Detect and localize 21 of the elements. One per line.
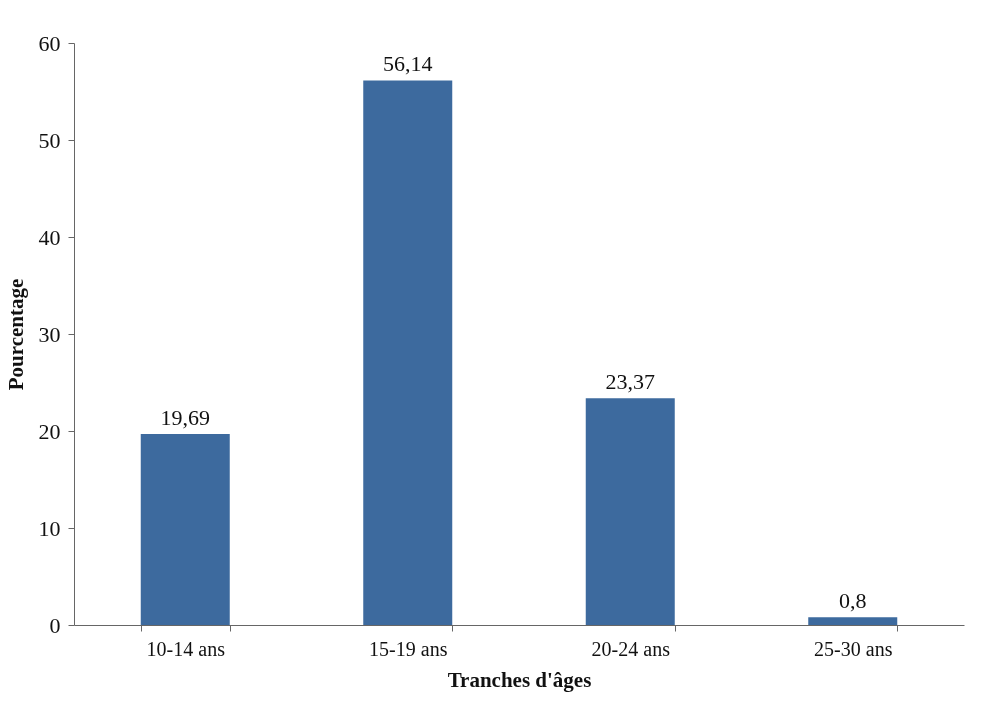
x-tick-label: 15-19 ans	[369, 637, 448, 660]
y-tick-label: 10	[38, 515, 61, 541]
bar	[140, 434, 230, 625]
data-label: 0,8	[839, 588, 867, 614]
data-label: 56,14	[383, 51, 433, 77]
bar	[585, 398, 675, 625]
y-tick-label: 30	[38, 321, 61, 347]
y-tick-label: 50	[38, 127, 61, 153]
x-tick-label: 10-14 ans	[146, 637, 226, 660]
x-tick-label: 25-30 ans	[814, 637, 893, 660]
bar	[808, 617, 898, 625]
y-tick-label: 20	[38, 418, 61, 444]
data-label: 23,37	[605, 369, 655, 395]
y-axis-title: Pourcentage	[3, 278, 28, 391]
x-axis-title: Tranches d'âges	[447, 667, 592, 692]
bar	[363, 80, 453, 625]
y-tick-label: 0	[49, 612, 61, 638]
y-tick-label: 40	[38, 224, 61, 250]
y-tick-label: 60	[38, 30, 61, 56]
x-tick-label: 20-24 ans	[591, 637, 671, 660]
data-label: 19,69	[160, 405, 210, 431]
